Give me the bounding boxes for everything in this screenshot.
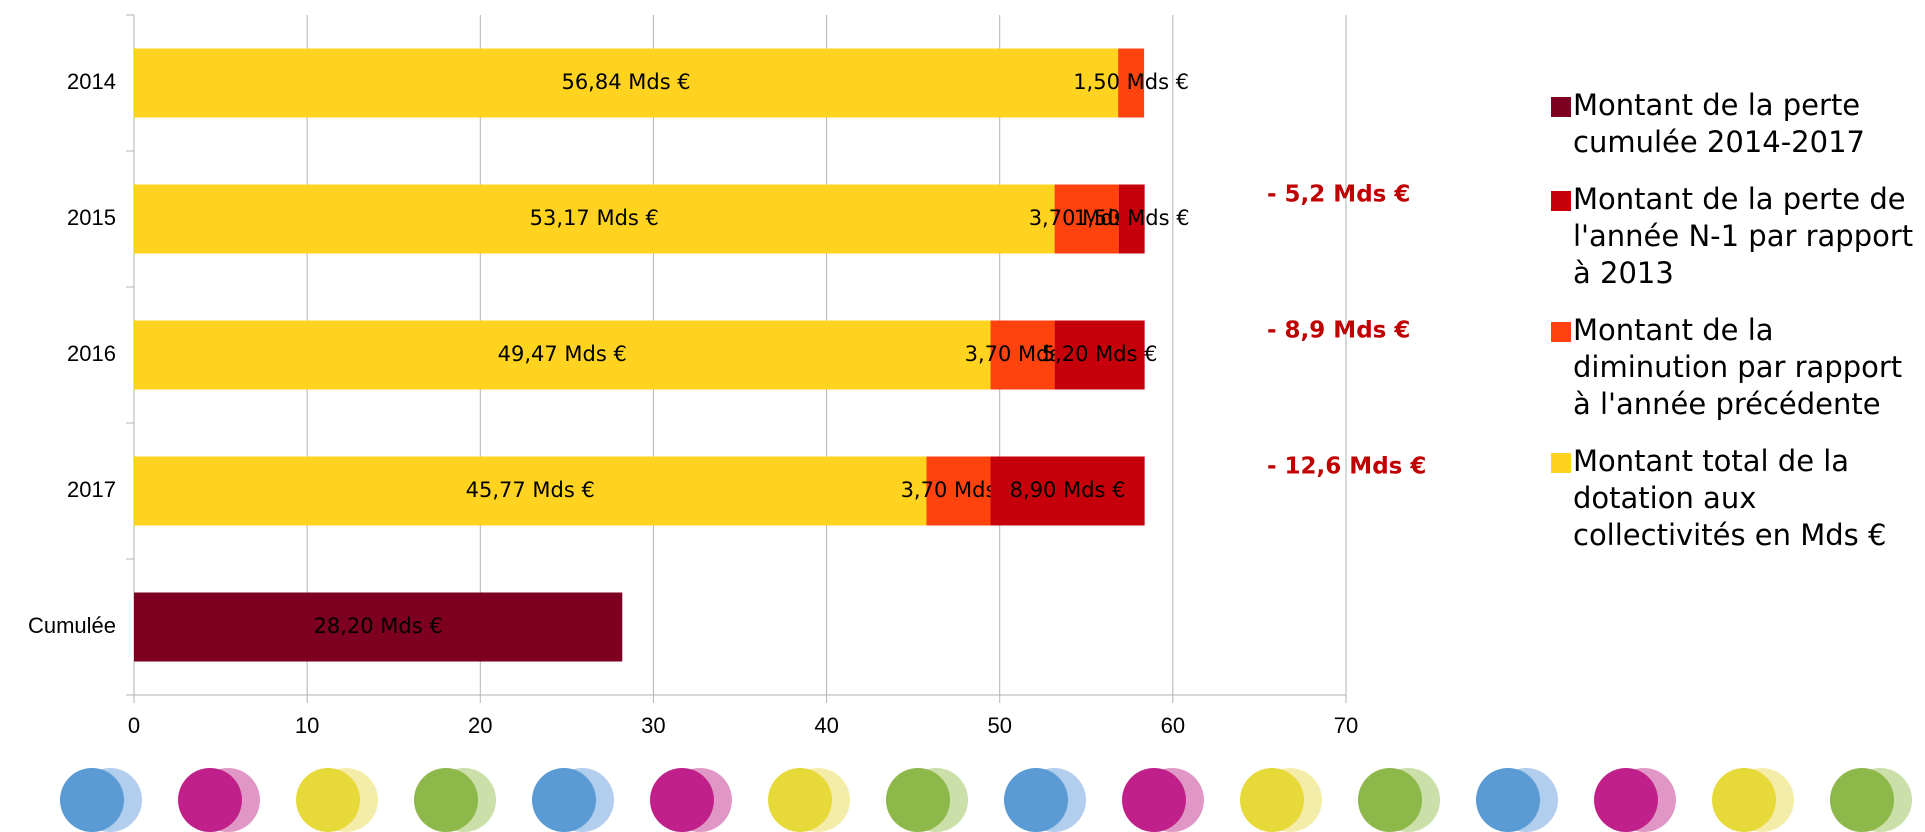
x-tick-label: 50 — [987, 713, 1011, 738]
bar-segment — [1118, 184, 1145, 254]
decor-circle — [532, 768, 596, 832]
bar-segment — [1118, 48, 1145, 118]
decor-circle — [1476, 768, 1540, 832]
decor-circle — [768, 768, 832, 832]
legend-entry: Montant de la perte de l'année N-1 par r… — [1573, 182, 1914, 290]
bar-segment — [134, 184, 1055, 254]
value-label: 28,20 Mds € — [314, 614, 443, 638]
value-label: 1,50 Mds € — [1073, 70, 1189, 94]
value-label: 49,47 Mds € — [498, 342, 627, 366]
x-tick-label: 40 — [814, 713, 838, 738]
decor-circle — [1712, 768, 1776, 832]
x-tick-label: 60 — [1161, 713, 1185, 738]
annotation: - 8,9 Mds € — [1267, 318, 1410, 344]
y-tick-label: 2015 — [67, 205, 116, 230]
legend-label: Montant de la perte cumulée 2014-2017 — [1573, 88, 1865, 159]
annotation: - 12,6 Mds € — [1267, 454, 1426, 480]
annotation: - 5,2 Mds € — [1267, 182, 1410, 208]
legend-entry: Montant total de la dotation aux collect… — [1573, 444, 1887, 552]
legend-swatch — [1551, 97, 1571, 117]
x-tick-label: 70 — [1334, 713, 1358, 738]
legend-label: Montant de la perte de l'année N-1 par r… — [1573, 182, 1914, 290]
decor-circle — [1830, 768, 1894, 832]
y-tick-label: 2014 — [67, 69, 116, 94]
decor-circle — [886, 768, 950, 832]
legend-label: Montant de la diminution par rapport à l… — [1573, 313, 1903, 421]
legend-swatch — [1551, 453, 1571, 473]
x-tick-label: 10 — [295, 713, 319, 738]
y-tick-label: Cumulée — [28, 613, 116, 638]
x-tick-label: 0 — [128, 713, 140, 738]
decor-circle — [1122, 768, 1186, 832]
x-tick-label: 30 — [641, 713, 665, 738]
bar-segment — [1054, 184, 1119, 254]
legend-swatch — [1551, 322, 1571, 342]
decor-circle — [296, 768, 360, 832]
bar-segment — [990, 456, 1145, 526]
y-tick-label: 2017 — [67, 477, 116, 502]
legend-entry: Montant de la perte cumulée 2014-2017 — [1573, 88, 1865, 159]
decor-circle — [1240, 768, 1304, 832]
value-label: 5,20 Mds € — [1042, 342, 1158, 366]
bar-segment — [134, 320, 991, 390]
legend-swatch — [1551, 191, 1571, 211]
decor-circle — [178, 768, 242, 832]
decor-circle — [60, 768, 124, 832]
decor-circle — [1358, 768, 1422, 832]
x-tick-label: 20 — [468, 713, 492, 738]
value-label: 53,17 Mds € — [530, 206, 659, 230]
decor-circle — [650, 768, 714, 832]
legend-label: Montant total de la dotation aux collect… — [1573, 444, 1887, 552]
decor-circle — [1594, 768, 1658, 832]
y-tick-label: 2016 — [67, 341, 116, 366]
value-label: 56,84 Mds € — [561, 70, 690, 94]
bar-segment — [1054, 320, 1145, 390]
bar-segment — [134, 592, 623, 662]
value-label: 8,90 Mds € — [1010, 478, 1126, 502]
bar-segment — [926, 456, 991, 526]
decor-circle — [414, 768, 478, 832]
value-label: 45,77 Mds € — [466, 478, 595, 502]
legend-entry: Montant de la diminution par rapport à l… — [1573, 313, 1903, 421]
bar-segment — [134, 456, 927, 526]
bar-segment — [990, 320, 1055, 390]
value-label: 1,50 Mds € — [1074, 206, 1190, 230]
bar-segment — [134, 48, 1119, 118]
decor-circle — [1004, 768, 1068, 832]
